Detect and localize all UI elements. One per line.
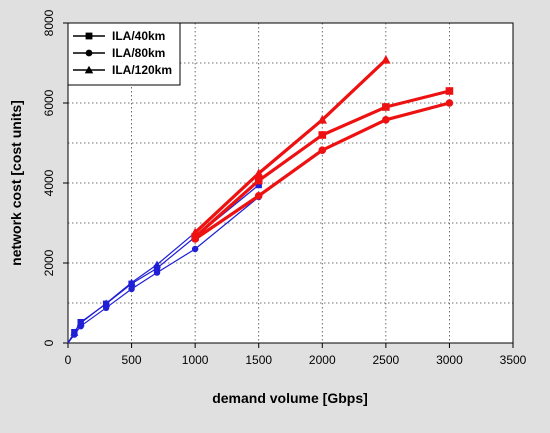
series-line-high-ila-120km: [194, 58, 387, 234]
y-axis-title: network cost [cost units]: [8, 100, 24, 266]
data-point-low-ila-80km: [128, 285, 135, 293]
legend-marker: [85, 49, 93, 57]
series-layer: [67, 55, 454, 344]
data-point-low-ila-40km: [153, 265, 161, 272]
legend-marker: [84, 65, 94, 74]
legend-item-ila-80km: ILA/80km: [73, 46, 165, 60]
data-point-low-ila-80km: [153, 269, 161, 276]
y-tick-label: 6000: [42, 89, 56, 116]
data-point-high-ila-80km: [382, 116, 390, 124]
data-point-low-ila-40km: [255, 181, 262, 189]
legend-label: ILA/120km: [112, 63, 172, 77]
series-ila-120km: [67, 55, 391, 344]
x-tick-label: 2500: [373, 353, 400, 367]
legend-label: ILA/40km: [112, 29, 165, 43]
y-tick-label: 4000: [42, 169, 56, 196]
x-axis-title: demand volume [Gbps]: [212, 390, 368, 406]
x-tick-label: 1500: [245, 353, 272, 367]
data-point-low-ila-120km: [70, 328, 79, 336]
data-point-high-ila-120km: [190, 227, 200, 237]
data-point-high-ila-80km: [254, 192, 263, 200]
legend-item-ila-120km: ILA/120km: [73, 63, 172, 77]
data-point-high-ila-40km: [318, 131, 327, 139]
data-point-low-ila-120km: [76, 319, 85, 327]
data-point-high-ila-40km: [254, 176, 263, 185]
data-point-high-ila-120km: [253, 168, 264, 178]
data-point-low-ila-120km: [102, 299, 111, 307]
legend: ILA/40km ILA/80km ILA/120km: [67, 22, 181, 86]
axis-ticks: 0 500 1000 1500 2000 2500 3000 3500 0 2000 4000 600…: [42, 9, 527, 367]
x-tick-label: 2000: [309, 353, 336, 367]
x-tick-label: 0: [65, 353, 72, 367]
y-tick-label: 8000: [42, 9, 56, 36]
x-tick-label: 3500: [500, 353, 527, 367]
y-tick-label: 0: [42, 339, 56, 346]
data-point-high-ila-80km: [445, 99, 454, 107]
legend-marker: [85, 32, 93, 40]
data-point-high-ila-80km: [318, 146, 327, 154]
y-tick-label: 2000: [42, 249, 56, 276]
data-point-low-ila-80km: [191, 245, 199, 253]
x-tick-label: 1000: [182, 353, 209, 367]
x-tick-label: 3000: [436, 353, 463, 367]
legend-item-ila-40km: ILA/40km: [73, 29, 165, 43]
data-point-low-ila-120km: [127, 278, 136, 286]
data-point-high-ila-40km: [382, 103, 390, 111]
data-point-high-ila-120km: [381, 55, 391, 64]
data-point-high-ila-80km: [191, 235, 199, 243]
data-point-high-ila-40km: [445, 87, 454, 95]
data-point-high-ila-120km: [317, 115, 328, 124]
data-point-low-ila-120km: [153, 260, 161, 268]
legend-label: ILA/80km: [112, 46, 165, 60]
x-tick-label: 500: [122, 353, 142, 367]
